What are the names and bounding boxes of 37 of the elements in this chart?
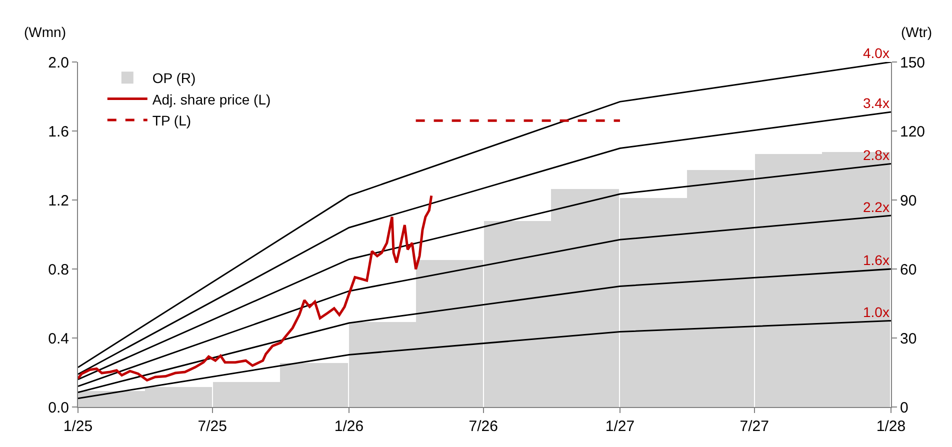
y2-tick-label: 120	[900, 123, 926, 140]
y-tick-label: 1.2	[48, 192, 69, 210]
line-series	[78, 62, 891, 368]
y-tick-label: 0.8	[48, 261, 69, 278]
line-series	[78, 194, 433, 382]
x-tick-label: 1/26	[334, 418, 364, 435]
annotation: 2.2x	[863, 199, 890, 215]
line-series	[78, 111, 891, 375]
annotation: 1.6x	[863, 252, 890, 268]
y-tick-label: 1.6	[48, 123, 69, 140]
x-tick-label: 1/28	[876, 418, 906, 435]
x-tick-label: 7/26	[468, 418, 498, 435]
annotation: 3.4x	[863, 95, 890, 111]
x-tick-label: 1/25	[63, 418, 93, 435]
line-series	[78, 214, 891, 388]
annotation: 1.0x	[863, 304, 890, 320]
line-series	[78, 163, 891, 380]
line-series	[78, 320, 891, 400]
y2-tick-label: 60	[900, 261, 917, 278]
y2-tick-label: 150	[900, 54, 926, 72]
y2-tick-label: 30	[900, 330, 917, 348]
y2-axis-title: (Wtr)	[901, 24, 932, 40]
legend-label: TP (L)	[152, 112, 192, 128]
y2-tick-label: 0	[900, 399, 908, 416]
legend-label: Adj. share price (L)	[152, 91, 271, 108]
y-tick-label: 2.0	[48, 54, 69, 72]
x-tick-label: 7/27	[740, 418, 769, 435]
x-tick-label: 1/27	[605, 418, 635, 435]
annotation: 2.8x	[863, 147, 890, 163]
y-tick-label: 0.0	[48, 399, 69, 416]
legend-label: OP (R)	[152, 70, 196, 86]
y-tick-label: 0.4	[48, 330, 69, 348]
x-tick-label: 7/25	[198, 418, 227, 435]
annotation: 4.0x	[863, 45, 890, 61]
y-axis-title: (Wmn)	[24, 24, 66, 40]
y2-tick-label: 90	[900, 192, 917, 210]
line-series	[78, 268, 891, 394]
